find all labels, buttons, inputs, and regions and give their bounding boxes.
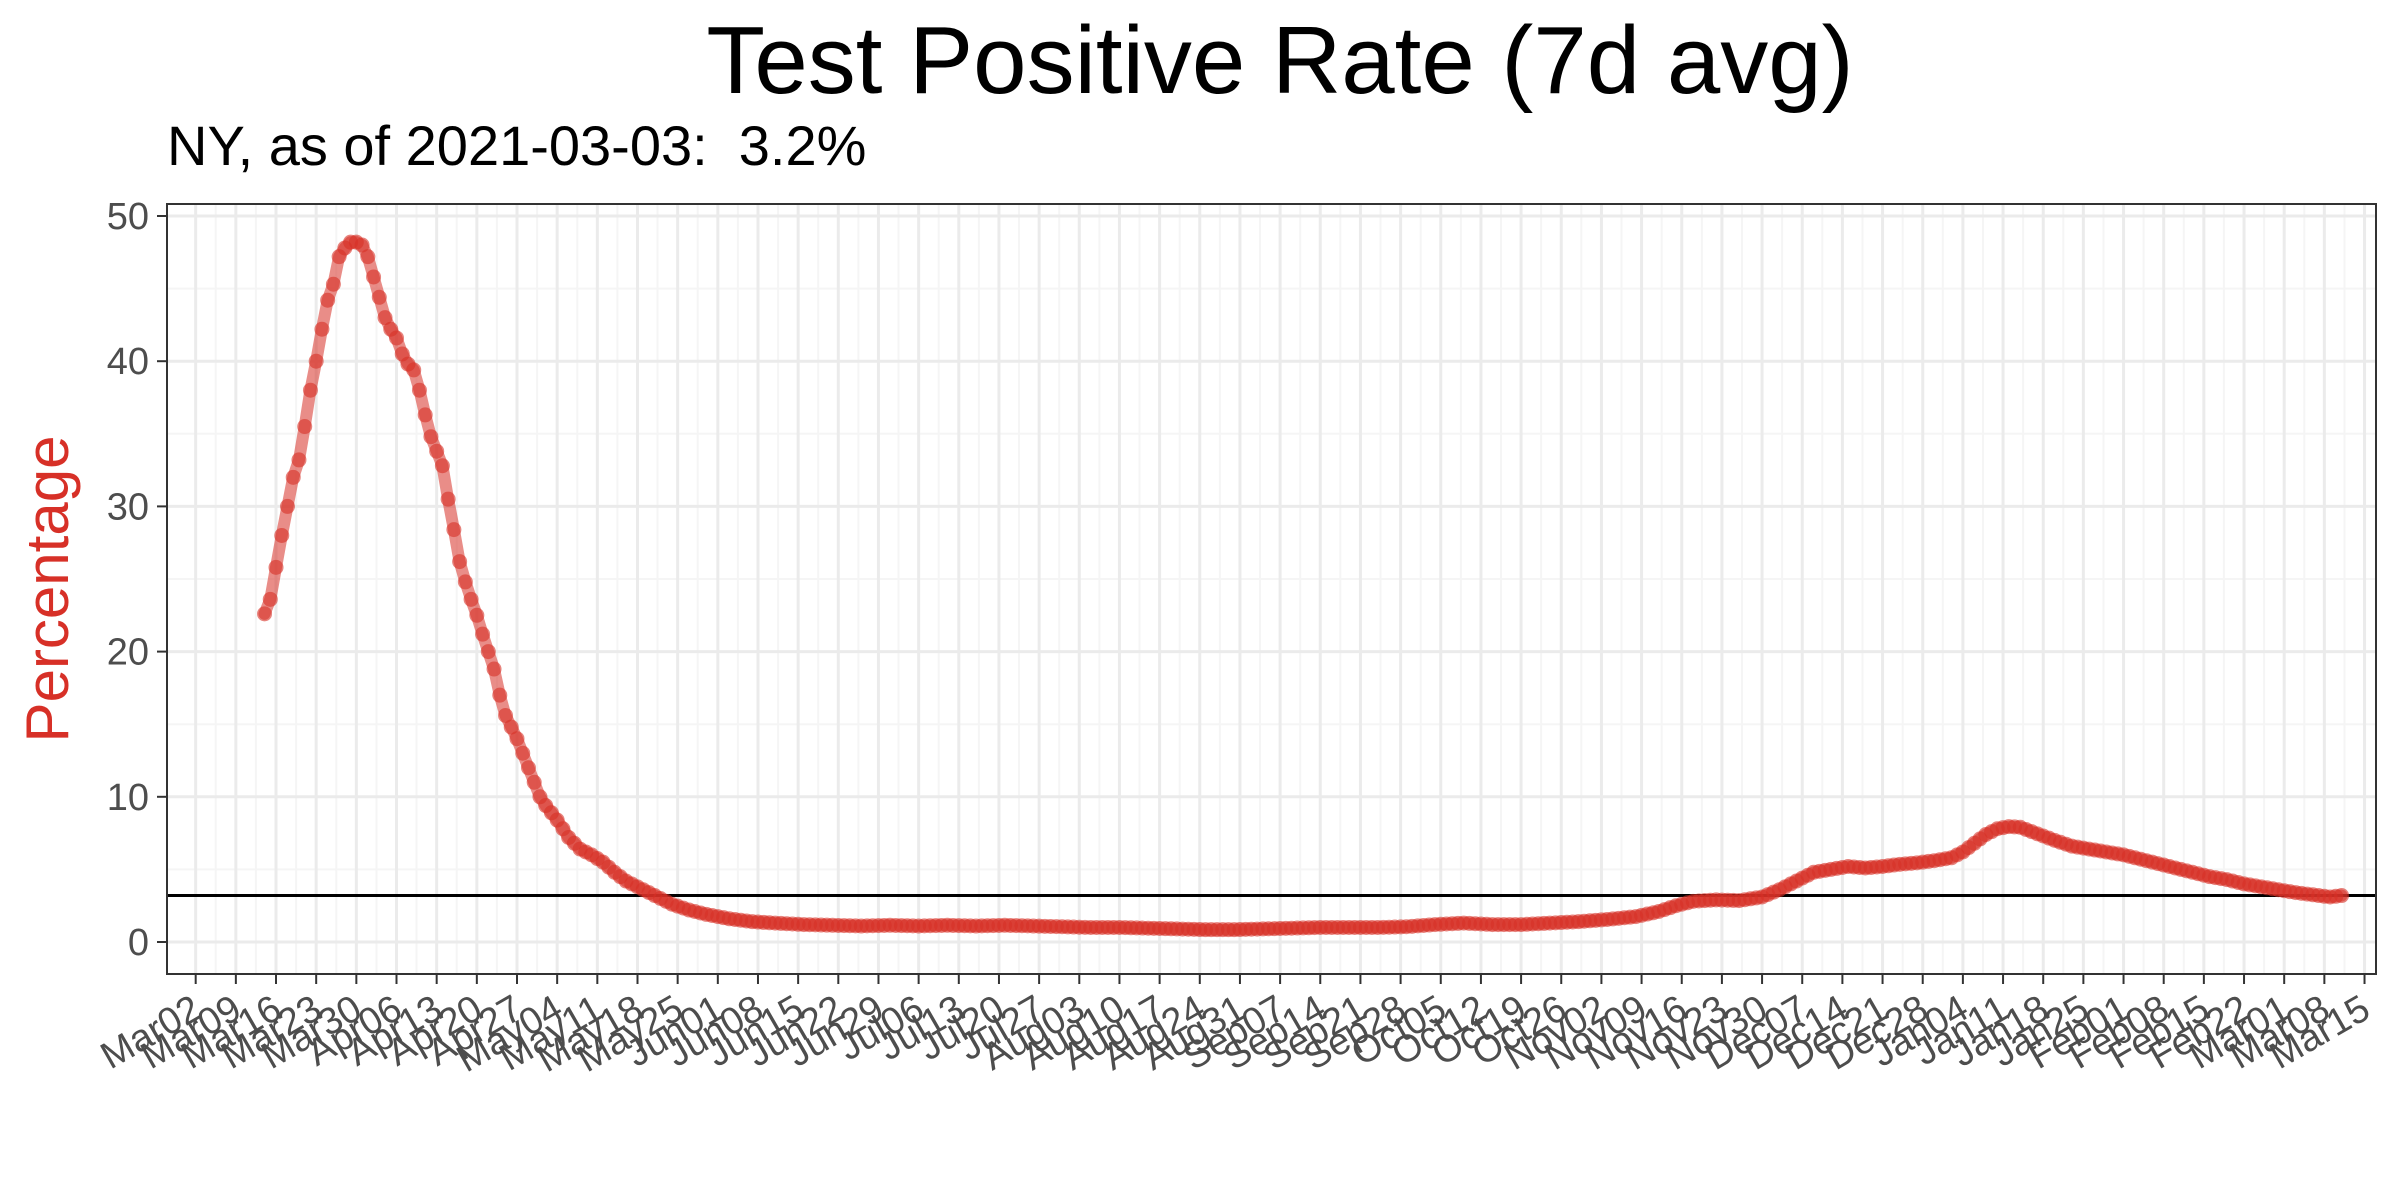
data-point	[515, 745, 531, 761]
data-point	[302, 382, 318, 398]
data-point	[434, 458, 450, 474]
data-point	[475, 626, 491, 642]
data-point	[291, 452, 307, 468]
y-axis-label: Percentage	[14, 436, 81, 743]
data-point	[2334, 888, 2350, 904]
y-tick-label: 30	[107, 486, 149, 528]
data-point	[520, 760, 536, 776]
data-point	[325, 276, 341, 292]
data-point	[279, 498, 295, 514]
series-group	[257, 234, 2350, 938]
y-tick-label: 0	[128, 922, 149, 964]
plot-panel	[167, 204, 2376, 974]
data-point	[406, 362, 422, 378]
data-point	[492, 687, 508, 703]
data-point	[377, 310, 393, 326]
data-point	[469, 607, 485, 623]
data-point	[429, 443, 445, 459]
data-point	[274, 527, 290, 543]
data-point	[526, 774, 542, 790]
data-point	[314, 321, 330, 337]
y-tick-label: 10	[107, 777, 149, 819]
data-point	[320, 292, 336, 308]
chart-title: Test Positive Rate (7d avg)	[706, 7, 1854, 114]
y-tick-label: 50	[107, 196, 149, 238]
data-point	[509, 731, 525, 747]
data-point	[371, 289, 387, 305]
data-point	[463, 591, 479, 607]
data-point	[360, 249, 376, 265]
chart-subtitle: NY, as of 2021-03-03: 3.2%	[167, 114, 867, 177]
axes: 01020304050Mar02Mar09Mar16Mar23Mar30Apr0…	[94, 196, 2377, 1081]
data-point	[297, 419, 313, 435]
data-point	[440, 491, 456, 507]
data-point	[262, 591, 278, 607]
data-point	[457, 574, 473, 590]
data-point	[308, 353, 324, 369]
panel-border	[166, 203, 2377, 975]
data-point	[268, 559, 284, 575]
y-tick-label: 20	[107, 632, 149, 674]
y-tick-label: 40	[107, 341, 149, 383]
data-point	[498, 707, 514, 723]
data-point	[486, 661, 502, 677]
data-point	[411, 382, 427, 398]
data-point	[446, 522, 462, 538]
data-point	[452, 554, 468, 570]
grid-lines	[167, 204, 2376, 974]
data-point	[257, 606, 273, 622]
data-point	[354, 237, 370, 253]
data-point	[503, 719, 519, 735]
data-point	[417, 407, 433, 423]
data-point	[389, 330, 405, 346]
data-point	[366, 269, 382, 285]
data-point	[480, 644, 496, 660]
data-point	[285, 469, 301, 485]
data-point	[423, 429, 439, 445]
